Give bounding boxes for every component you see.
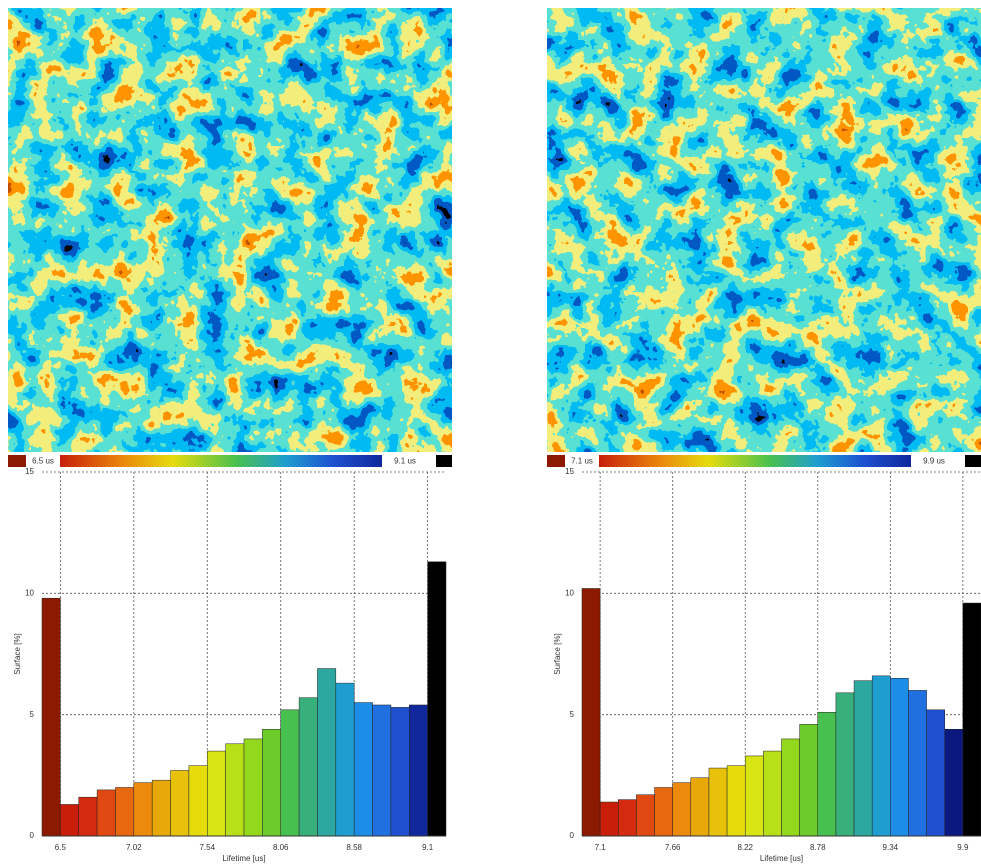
colorbar-label-box — [915, 455, 953, 467]
bar — [618, 799, 637, 837]
bar — [372, 704, 392, 837]
y-tick-label: 5 — [570, 710, 575, 719]
bar — [353, 702, 373, 837]
x-tick-label: 8.06 — [273, 843, 289, 852]
bar — [317, 668, 337, 837]
colorbar-min-label: 6.5 us — [32, 457, 54, 466]
bar — [225, 743, 245, 837]
bar — [207, 750, 226, 837]
bar — [151, 779, 171, 837]
bar — [726, 765, 746, 837]
bar — [708, 767, 728, 837]
x-tick-label: 7.66 — [665, 843, 681, 852]
bar — [672, 782, 692, 837]
bar — [926, 709, 945, 837]
bar — [115, 787, 135, 837]
y-tick-label: 5 — [30, 710, 35, 719]
x-axis-label: Lifetime [us] — [222, 854, 265, 863]
bar — [890, 678, 909, 837]
bar — [636, 794, 655, 837]
bar — [335, 682, 355, 837]
bar — [654, 787, 673, 837]
bar — [280, 709, 300, 837]
x-tick-label: 9.34 — [883, 843, 899, 852]
bar — [871, 675, 891, 837]
colorbar-high — [965, 455, 981, 467]
bar — [170, 770, 190, 837]
bar — [133, 782, 153, 837]
bar — [599, 801, 619, 837]
x-tick-label: 8.22 — [737, 843, 753, 852]
bar — [944, 728, 964, 837]
x-tick-label: 9.9 — [957, 843, 969, 852]
colorbar-label-box — [567, 455, 597, 467]
bar — [41, 597, 61, 837]
colorbar-gradient — [599, 455, 911, 467]
bar — [799, 724, 819, 837]
y-tick-label: 10 — [565, 588, 574, 597]
lifetime-map — [8, 8, 452, 452]
bar — [581, 588, 601, 837]
x-tick-label: 7.1 — [595, 843, 607, 852]
colorbar-low — [547, 455, 565, 467]
bar — [243, 738, 263, 837]
bar — [744, 755, 764, 837]
colorbar-label-box — [28, 455, 58, 467]
bar — [763, 750, 782, 837]
bar — [78, 796, 98, 837]
colorbar-min-label: 7.1 us — [571, 457, 593, 466]
colorbar-max-label: 9.1 us — [394, 457, 416, 466]
x-tick-label: 7.02 — [126, 843, 142, 852]
bar — [409, 704, 428, 837]
x-axis-label: Lifetime [us] — [760, 854, 803, 863]
y-tick-label: 15 — [565, 467, 574, 476]
bar — [188, 765, 208, 837]
y-tick-label: 0 — [30, 831, 35, 840]
x-tick-label: 6.5 — [55, 843, 67, 852]
bar — [853, 680, 873, 837]
colorbar-max-label: 9.9 us — [923, 457, 945, 466]
y-tick-label: 10 — [25, 588, 34, 597]
y-axis-label: Surface [%] — [13, 633, 22, 674]
y-tick-label: 0 — [570, 831, 575, 840]
bar — [835, 692, 855, 837]
x-tick-label: 8.58 — [346, 843, 362, 852]
bar — [60, 804, 79, 837]
bar — [781, 738, 800, 837]
bar — [817, 711, 837, 837]
bar — [262, 728, 281, 837]
bar — [427, 561, 447, 837]
bar — [908, 690, 927, 837]
y-axis-label: Surface [%] — [553, 633, 562, 674]
bar — [390, 707, 410, 837]
y-tick-label: 15 — [25, 467, 34, 476]
colorbar-high — [436, 455, 452, 467]
x-tick-label: 7.54 — [199, 843, 215, 852]
bar — [96, 789, 116, 837]
x-tick-label: 8.78 — [810, 843, 826, 852]
bar — [962, 602, 981, 837]
bar — [298, 697, 318, 837]
colorbar-low — [8, 455, 26, 467]
bar — [690, 777, 710, 837]
colorbar-gradient — [60, 455, 382, 467]
colorbar-label-box — [386, 455, 424, 467]
x-tick-label: 9.1 — [422, 843, 434, 852]
lifetime-map — [547, 8, 981, 452]
